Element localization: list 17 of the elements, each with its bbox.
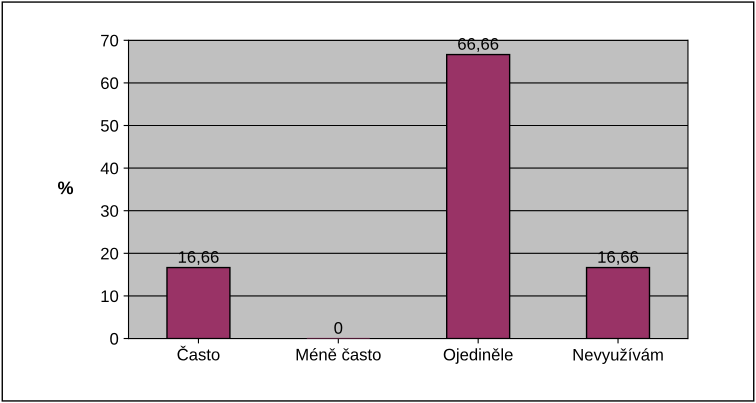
- y-tick-label: 60: [101, 77, 118, 90]
- x-tick-label: Méně často: [296, 348, 381, 360]
- data-label: 16,66: [598, 251, 638, 265]
- x-tick-label: Ojediněle: [444, 348, 513, 364]
- x-tick-label: Nevyužívám: [574, 348, 663, 364]
- x-tick-label: Často: [178, 346, 220, 360]
- y-tick-label: 40: [100, 162, 118, 174]
- y-tick-label: 20: [101, 248, 118, 260]
- data-label: 66,66: [458, 38, 498, 52]
- y-axis-title: %: [58, 182, 74, 194]
- data-label: 0: [334, 322, 342, 334]
- y-tick-label: 30: [100, 205, 118, 217]
- data-label: 16,66: [178, 251, 219, 265]
- y-tick-label: 70: [101, 34, 118, 47]
- y-tick-label: 10: [102, 290, 118, 302]
- y-tick-label: 50: [100, 120, 118, 132]
- y-tick-label: 0: [110, 332, 118, 345]
